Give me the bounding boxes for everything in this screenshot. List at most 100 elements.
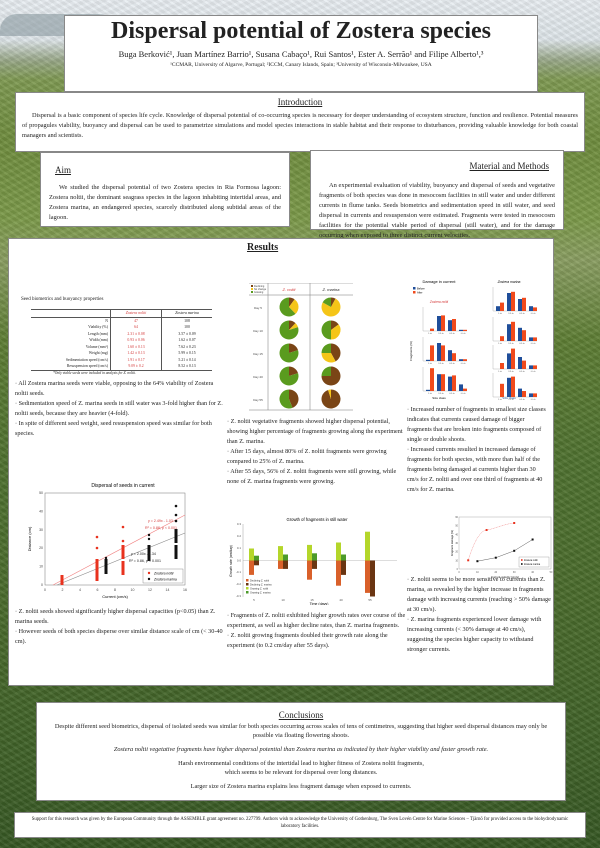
- svg-text:2-3 sh: 2-3 sh: [508, 399, 514, 401]
- svg-text:10: 10: [131, 588, 135, 592]
- seed-dispersal-scatter-chart: Dispersal of seeds in current 0102030405…: [27, 483, 187, 599]
- conclusion-line: Despite different seed biometrics, dispe…: [54, 723, 548, 739]
- svg-text:10: 10: [39, 565, 43, 569]
- svg-text:2-3 sh: 2-3 sh: [438, 333, 444, 335]
- svg-text:Current velocity (cm/s): Current velocity (cm/s): [491, 575, 519, 579]
- row-label: Weight (mg): [31, 350, 111, 357]
- marina-fit-equation: y = 2.00x - 1.34: [131, 552, 156, 556]
- bar-before: [518, 388, 522, 397]
- bar-before: [496, 306, 500, 311]
- bullet: · Z. noltii vegetative fragments showed …: [227, 418, 403, 445]
- svg-text:40: 40: [455, 533, 458, 536]
- cell-noltii: 0.93 ± 0.06: [110, 337, 162, 344]
- svg-text:Day 40: Day 40: [253, 375, 263, 379]
- bullet: · However seeds of both species disperse…: [15, 628, 223, 645]
- svg-text:>5 sh: >5 sh: [461, 332, 466, 335]
- bar-after: [463, 388, 467, 391]
- svg-text:1 sh: 1 sh: [428, 393, 432, 395]
- svg-text:Fragment damage (%): Fragment damage (%): [450, 530, 454, 556]
- bar-after: [441, 345, 445, 361]
- poster-title: Dispersal potential of Zostera species: [111, 18, 491, 44]
- svg-text:14: 14: [166, 588, 170, 592]
- cell-noltii: 1.42 ± 0.13: [110, 350, 162, 357]
- growth-bar: [249, 548, 254, 561]
- growth-bar-chart: Growth of fragments in still water 0.3 0.…: [229, 517, 397, 605]
- bar-after: [463, 359, 467, 361]
- bar-before: [529, 365, 533, 369]
- svg-text:Growing Z. marina: Growing Z. marina: [250, 591, 271, 594]
- svg-text:12: 12: [148, 588, 152, 592]
- svg-text:20: 20: [494, 571, 497, 574]
- table-row: Viability (%) 64 100: [31, 324, 212, 331]
- svg-text:>5 sh: >5 sh: [531, 312, 536, 315]
- svg-text:30: 30: [39, 528, 43, 532]
- svg-text:Zostera marina: Zostera marina: [524, 563, 541, 566]
- fragment-status-pie-grid: Declining No change Growing Z. noltii Z.…: [249, 283, 353, 411]
- growth-bar: [336, 560, 341, 586]
- row-label: Length (mm): [31, 330, 111, 337]
- introduction-box: Introduction Dispersal is a basic compon…: [15, 92, 585, 152]
- bullet: · All Zostera marina seeds were viable, …: [15, 380, 214, 397]
- growth-bar: [307, 544, 312, 561]
- svg-text:Zostera marina: Zostera marina: [153, 578, 177, 582]
- svg-text:4-5 sh: 4-5 sh: [519, 371, 525, 373]
- seed-biometrics-table: Zostera noltii Zostera marina N 47 108 Via…: [31, 309, 212, 371]
- bullet: · Z. marina fragments experienced lower …: [407, 616, 542, 653]
- bar-before: [518, 357, 522, 369]
- svg-text:Day 55: Day 55: [253, 398, 263, 402]
- cell-marina: 108: [184, 318, 190, 323]
- svg-text:2-3 sh: 2-3 sh: [508, 313, 514, 315]
- row-label: Volume (mm³): [31, 343, 111, 350]
- col-header-noltii: Zostera noltii: [110, 309, 162, 317]
- svg-text:Declining Z. marina: Declining Z. marina: [250, 583, 272, 586]
- svg-text:30: 30: [455, 542, 458, 545]
- pie-slice: [289, 389, 299, 408]
- bar-before: [426, 389, 430, 391]
- cell-marina: 7.62 ± 0.23: [178, 344, 196, 349]
- damage-in-current-bar-charts: Damage in current Before After Zostera n…: [409, 279, 537, 401]
- growth-bar: [249, 560, 254, 575]
- growth-bar: [283, 554, 288, 561]
- growth-bar: [278, 546, 283, 561]
- bar-after: [441, 374, 445, 391]
- methods-text: An experimental evaluation of viability,…: [319, 182, 555, 239]
- bar-before: [437, 374, 441, 391]
- bar-before: [448, 376, 452, 391]
- svg-text:-0.1: -0.1: [236, 570, 242, 574]
- aim-text: We studied the dispersal potential of tw…: [49, 184, 281, 221]
- row-label: Sedimentation speed (cm/s): [31, 356, 111, 363]
- scatter-title: Dispersal of seeds in current: [91, 483, 155, 489]
- svg-text:10: 10: [455, 559, 458, 562]
- svg-text:Declining: Declining: [254, 285, 265, 288]
- svg-text:6: 6: [97, 588, 99, 592]
- pie-slice: [331, 343, 341, 362]
- svg-text:0: 0: [458, 571, 460, 574]
- seed-table-caption: Seed biometrics and buoyancy properties: [21, 297, 104, 302]
- cell-marina: 5.21 ± 0.14: [178, 357, 196, 362]
- pie-slice: [279, 320, 299, 340]
- bar-after: [533, 365, 537, 369]
- results-heading: Results: [247, 242, 279, 253]
- svg-text:4-5 sh: 4-5 sh: [449, 363, 455, 365]
- svg-text:Zostera noltii: Zostera noltii: [524, 559, 538, 562]
- marina-fit-r2: R² = 0.86, p < 0.001: [129, 559, 161, 563]
- bar-before: [448, 350, 452, 361]
- bar-before: [426, 359, 430, 361]
- bar-after: [522, 330, 526, 341]
- bar-after: [533, 393, 537, 397]
- bar-after: [430, 368, 434, 391]
- growth-bar: [254, 560, 259, 566]
- sensitivity-bullets: · Z. noltii seems to be more sensitive t…: [407, 575, 552, 655]
- aim-heading: Aim: [55, 165, 72, 175]
- bar-after: [533, 337, 537, 341]
- bar-after: [500, 302, 504, 311]
- conclusions-heading: Conclusions: [278, 710, 324, 720]
- svg-text:1 sh: 1 sh: [498, 343, 502, 345]
- row-label: Viability (%): [31, 324, 111, 331]
- svg-text:Growth of fragments in still w: Growth of fragments in still water: [287, 517, 349, 522]
- svg-text:8: 8: [114, 588, 116, 592]
- bar-after: [452, 353, 456, 361]
- svg-text:50: 50: [39, 491, 43, 495]
- seed-table-footnote: *Only viable seeds were included in anal…: [53, 370, 136, 375]
